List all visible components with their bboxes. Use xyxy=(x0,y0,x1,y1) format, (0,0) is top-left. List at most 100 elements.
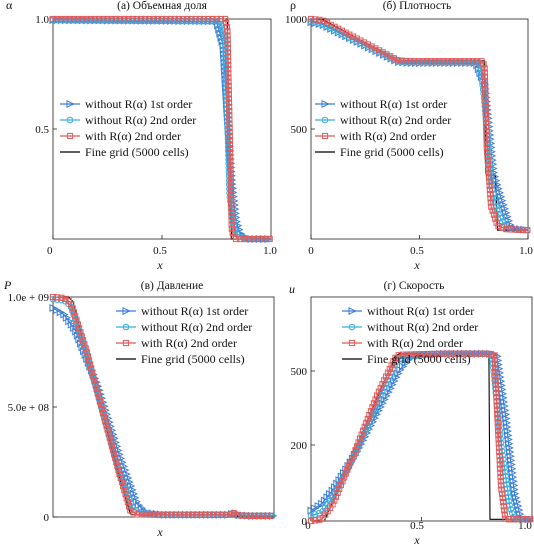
data-point xyxy=(133,15,141,23)
y-tick-label: 1.0 xyxy=(35,14,49,26)
data-point xyxy=(504,435,513,444)
data-point xyxy=(491,198,499,206)
data-point xyxy=(230,510,237,517)
data-point xyxy=(469,58,477,65)
data-point xyxy=(432,58,439,65)
data-point xyxy=(116,470,123,478)
data-point xyxy=(500,460,508,467)
data-point xyxy=(355,439,362,446)
data-point xyxy=(79,15,86,23)
data-point xyxy=(223,24,230,31)
x-tick-label: 0 xyxy=(308,245,314,257)
data-point xyxy=(497,465,504,472)
data-point xyxy=(457,58,464,65)
data-point xyxy=(387,53,394,60)
data-point xyxy=(466,350,474,357)
x-tick-label: 0.5 xyxy=(153,245,167,257)
data-point xyxy=(507,226,514,233)
data-point xyxy=(258,235,265,243)
data-point xyxy=(458,350,465,357)
data-point xyxy=(171,15,178,23)
data-point xyxy=(213,15,220,23)
data-point xyxy=(493,207,501,214)
data-point xyxy=(345,462,353,469)
data-point xyxy=(58,15,65,23)
data-point xyxy=(339,478,346,485)
data-point xyxy=(96,397,104,405)
data-point xyxy=(228,217,235,224)
legend-label: without R(α) 1st order xyxy=(367,304,474,318)
data-point xyxy=(125,15,132,23)
data-point xyxy=(481,82,489,89)
legend-marker xyxy=(321,100,330,108)
data-point xyxy=(406,58,414,65)
data-point xyxy=(379,381,386,388)
data-point xyxy=(89,369,96,376)
data-point xyxy=(225,78,232,85)
data-point xyxy=(519,226,527,234)
data-point xyxy=(481,77,489,85)
y-tick-label: 0.5 xyxy=(35,124,49,136)
data-point xyxy=(112,15,120,23)
data-point xyxy=(510,516,517,523)
data-point xyxy=(474,58,481,65)
data-point xyxy=(224,57,232,64)
legend-label: Fine grid (5000 cells) xyxy=(367,352,471,366)
data-point xyxy=(508,468,517,477)
chart-title: (в) Давление xyxy=(141,280,203,292)
data-point xyxy=(508,509,516,517)
data-point xyxy=(501,468,509,476)
data-point xyxy=(493,219,500,226)
data-point xyxy=(67,320,76,329)
data-point xyxy=(138,15,145,23)
legend-marker xyxy=(348,307,357,315)
data-point xyxy=(246,512,253,519)
data-point xyxy=(495,444,503,451)
legend-marker xyxy=(348,339,356,347)
data-point xyxy=(504,431,513,440)
data-point xyxy=(98,405,106,413)
legend: without R(α) 1st order without R(α) 2nd o… xyxy=(60,97,196,159)
data-point xyxy=(218,511,225,518)
data-point xyxy=(227,187,235,195)
data-point xyxy=(226,133,233,140)
data-point xyxy=(180,511,187,518)
series-3 xyxy=(49,293,274,519)
data-point xyxy=(483,124,490,131)
data-point xyxy=(500,499,507,506)
data-point xyxy=(501,507,508,514)
legend: without R(α) 1st order without R(α) 2nd o… xyxy=(315,97,451,159)
data-point xyxy=(154,15,162,23)
data-point xyxy=(352,447,359,454)
data-point xyxy=(494,411,501,418)
data-point xyxy=(495,432,502,439)
data-point xyxy=(349,33,357,40)
chart-title: (а) Объемная доля xyxy=(117,0,207,12)
chart-title: (б) Плотность xyxy=(383,0,452,12)
data-point xyxy=(436,58,443,65)
data-point xyxy=(408,351,415,358)
data-point xyxy=(113,458,120,465)
data-point xyxy=(126,503,133,510)
data-point xyxy=(506,448,515,457)
data-point xyxy=(493,398,500,405)
chart-title: (г) Скорость xyxy=(384,280,445,292)
data-point xyxy=(226,141,234,148)
x-axis-label: x xyxy=(156,258,163,272)
data-point xyxy=(102,418,109,425)
data-point xyxy=(486,186,494,194)
legend-marker xyxy=(348,323,356,331)
data-point xyxy=(329,501,336,508)
data-point xyxy=(403,351,411,358)
data-point xyxy=(122,490,129,498)
data-point xyxy=(312,517,319,524)
data-point xyxy=(167,511,175,518)
data-point xyxy=(129,15,136,23)
data-point xyxy=(484,149,491,156)
data-point xyxy=(450,350,457,357)
data-point xyxy=(90,373,97,380)
data-point xyxy=(225,103,233,111)
data-point xyxy=(95,393,102,400)
data-point xyxy=(94,389,101,396)
data-point xyxy=(518,516,525,523)
